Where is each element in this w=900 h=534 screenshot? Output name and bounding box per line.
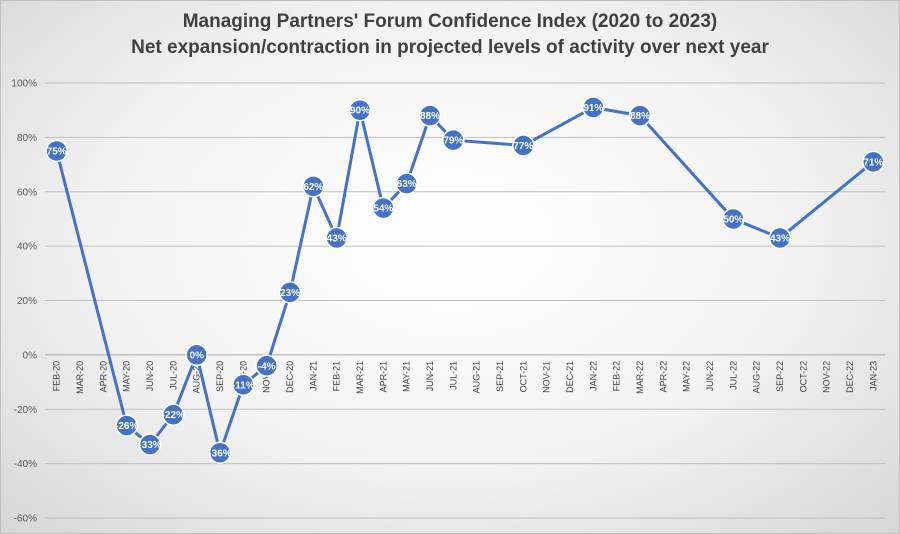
data-label: 62% <box>303 182 323 193</box>
x-tick-label: APR-21 <box>378 361 388 393</box>
data-point <box>185 343 208 367</box>
x-tick-label: MAR-21 <box>355 361 365 394</box>
y-tick-label: -60% <box>14 514 37 525</box>
x-tick-label: MAY-21 <box>402 361 412 392</box>
data-point <box>325 226 348 250</box>
data-point <box>862 150 885 174</box>
data-point <box>232 373 255 397</box>
y-tick-label: -20% <box>14 405 37 416</box>
x-tick-label: FEB-21 <box>332 361 342 392</box>
x-tick-label: SEP-20 <box>215 361 225 392</box>
data-label: 75% <box>47 146 67 157</box>
data-label: 91% <box>583 103 603 114</box>
series-line <box>55 105 875 455</box>
x-tick-label: MAR-20 <box>75 361 85 394</box>
y-tick-label: 40% <box>17 242 37 253</box>
data-label: 63% <box>397 179 417 190</box>
data-label: 88% <box>420 111 440 122</box>
data-point <box>162 403 185 426</box>
x-tick-label: DEC-21 <box>565 361 575 393</box>
data-point <box>255 354 278 377</box>
chart-subtitle: Net expansion/contraction in projected l… <box>131 37 769 58</box>
x-tick-label: MAR-22 <box>635 361 645 394</box>
data-label: -22% <box>162 410 185 421</box>
data-point <box>138 433 162 456</box>
data-label: -4% <box>258 361 276 372</box>
data-label: 90% <box>350 106 370 117</box>
data-point <box>395 172 418 195</box>
x-tick-label: JUN-20 <box>145 361 155 392</box>
x-tick-label: NOV-22 <box>822 361 832 393</box>
x-tick-label: JUL-20 <box>168 361 178 390</box>
data-point <box>418 104 442 127</box>
x-tick-label: JUL-22 <box>728 361 738 390</box>
data-label: 88% <box>630 111 650 122</box>
data-label: 43% <box>327 233 347 244</box>
data-label: 0% <box>189 350 204 361</box>
data-point <box>582 96 605 119</box>
y-tick-label: 60% <box>17 187 37 198</box>
x-tick-label: SEP-22 <box>775 361 785 392</box>
data-point <box>372 196 395 220</box>
x-tick-label: AUG-22 <box>752 361 762 394</box>
x-tick-label: MAY-22 <box>682 361 692 392</box>
data-point <box>45 139 68 163</box>
data-label: 54% <box>373 204 393 215</box>
x-tick-label: JAN-23 <box>868 361 878 391</box>
data-label: -33% <box>138 440 161 451</box>
data-point <box>278 281 302 304</box>
x-tick-label: FEB-22 <box>612 361 622 392</box>
x-tick-label: OCT-22 <box>798 361 808 393</box>
data-point <box>768 226 792 250</box>
x-tick-label: APR-22 <box>658 361 668 393</box>
x-tick-label: MAY-20 <box>122 361 132 392</box>
data-label: 50% <box>723 214 743 225</box>
data-label: 79% <box>443 136 463 147</box>
data-label: -26% <box>115 421 138 432</box>
y-tick-label: -40% <box>14 459 37 470</box>
y-tick-label: 0% <box>23 350 38 361</box>
data-label: 77% <box>513 141 533 152</box>
x-tick-label: FEB-20 <box>52 361 62 392</box>
data-point <box>348 98 372 122</box>
y-tick-label: 100% <box>11 79 37 90</box>
data-label: -36% <box>208 448 231 459</box>
data-point <box>512 134 535 157</box>
x-tick-label: APR-20 <box>98 361 108 393</box>
data-point <box>722 207 745 231</box>
data-point <box>302 175 325 198</box>
data-point <box>115 414 138 437</box>
x-tick-label: JUN-21 <box>425 361 435 392</box>
x-tick-label: AUG-20 <box>192 361 202 394</box>
x-tick-label: DEC-20 <box>285 361 295 393</box>
x-tick-label: OCT-21 <box>518 361 528 393</box>
x-tick-label: JAN-22 <box>588 361 598 391</box>
x-tick-label: SEP-21 <box>495 361 505 392</box>
x-tick-label: JUN-22 <box>705 361 715 392</box>
data-label: 23% <box>280 288 300 299</box>
x-tick-label: JAN-21 <box>308 361 318 391</box>
data-label: 43% <box>770 233 790 244</box>
data-point <box>208 441 232 464</box>
x-tick-label: JUL-21 <box>448 361 458 390</box>
y-tick-label: 80% <box>17 133 37 144</box>
data-label: 71% <box>863 157 883 168</box>
data-point <box>628 104 652 127</box>
data-label: -11% <box>232 380 255 391</box>
x-tick-label: DEC-22 <box>845 361 855 393</box>
x-tick-label: NOV-21 <box>542 361 552 393</box>
chart-title-block: Managing Partners' Forum Confidence Inde… <box>1 9 899 61</box>
data-point <box>442 128 465 152</box>
chart-title: Managing Partners' Forum Confidence Inde… <box>182 11 718 32</box>
y-tick-label: 20% <box>17 296 37 307</box>
x-tick-label: AUG-21 <box>472 361 482 394</box>
